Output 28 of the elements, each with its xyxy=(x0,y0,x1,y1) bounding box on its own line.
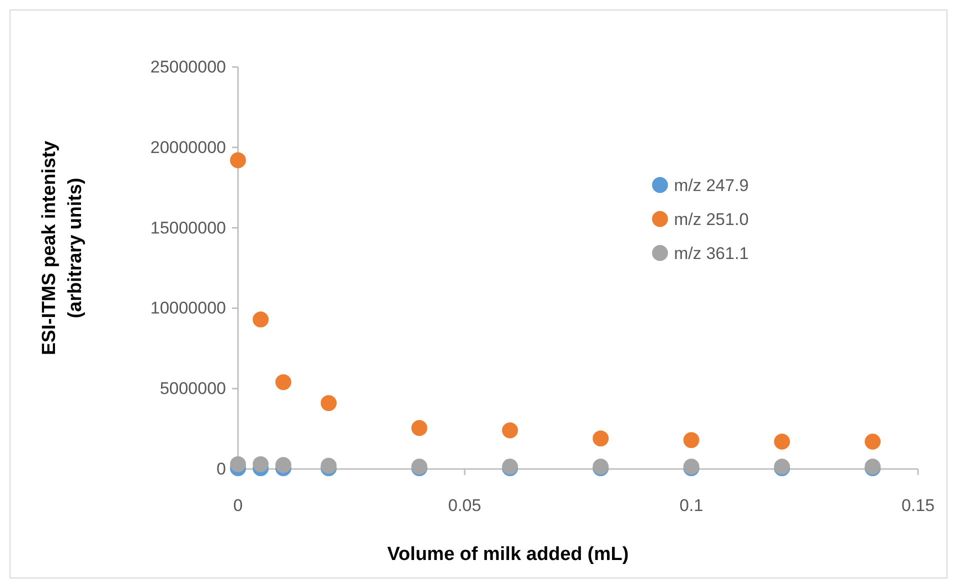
point xyxy=(774,434,790,450)
point xyxy=(252,311,269,328)
point xyxy=(502,422,518,438)
point xyxy=(252,456,269,472)
legend-label: m/z 247.9 xyxy=(674,176,749,195)
point xyxy=(320,395,337,412)
x-tick-label: 0.1 xyxy=(680,496,704,516)
point xyxy=(683,432,700,448)
x-axis-title: Volume of milk added (mL) xyxy=(387,544,629,565)
x-tick-label: 0.05 xyxy=(448,496,482,516)
y-tick-label: 10000000 xyxy=(150,298,226,318)
y-axis-title: ESI-ITMS peak intenisty (arbitrary units) xyxy=(39,140,86,356)
point xyxy=(592,430,609,446)
y-tick-label: 15000000 xyxy=(150,218,226,238)
y-tick-label: 20000000 xyxy=(150,138,226,157)
y-tick-label: 5000000 xyxy=(160,379,226,398)
legend-label: m/z 361.1 xyxy=(674,244,749,263)
point xyxy=(411,420,428,436)
legend-label: m/z 251.0 xyxy=(674,210,749,229)
x-tick-label: 0.15 xyxy=(901,496,935,516)
x-tick-label: 0 xyxy=(233,496,243,516)
point xyxy=(230,152,246,168)
point xyxy=(275,374,292,390)
point xyxy=(864,434,881,450)
y-tick-label: 0 xyxy=(216,459,226,478)
point xyxy=(275,457,292,473)
y-tick-label: 25000000 xyxy=(150,57,226,76)
point xyxy=(230,456,246,472)
